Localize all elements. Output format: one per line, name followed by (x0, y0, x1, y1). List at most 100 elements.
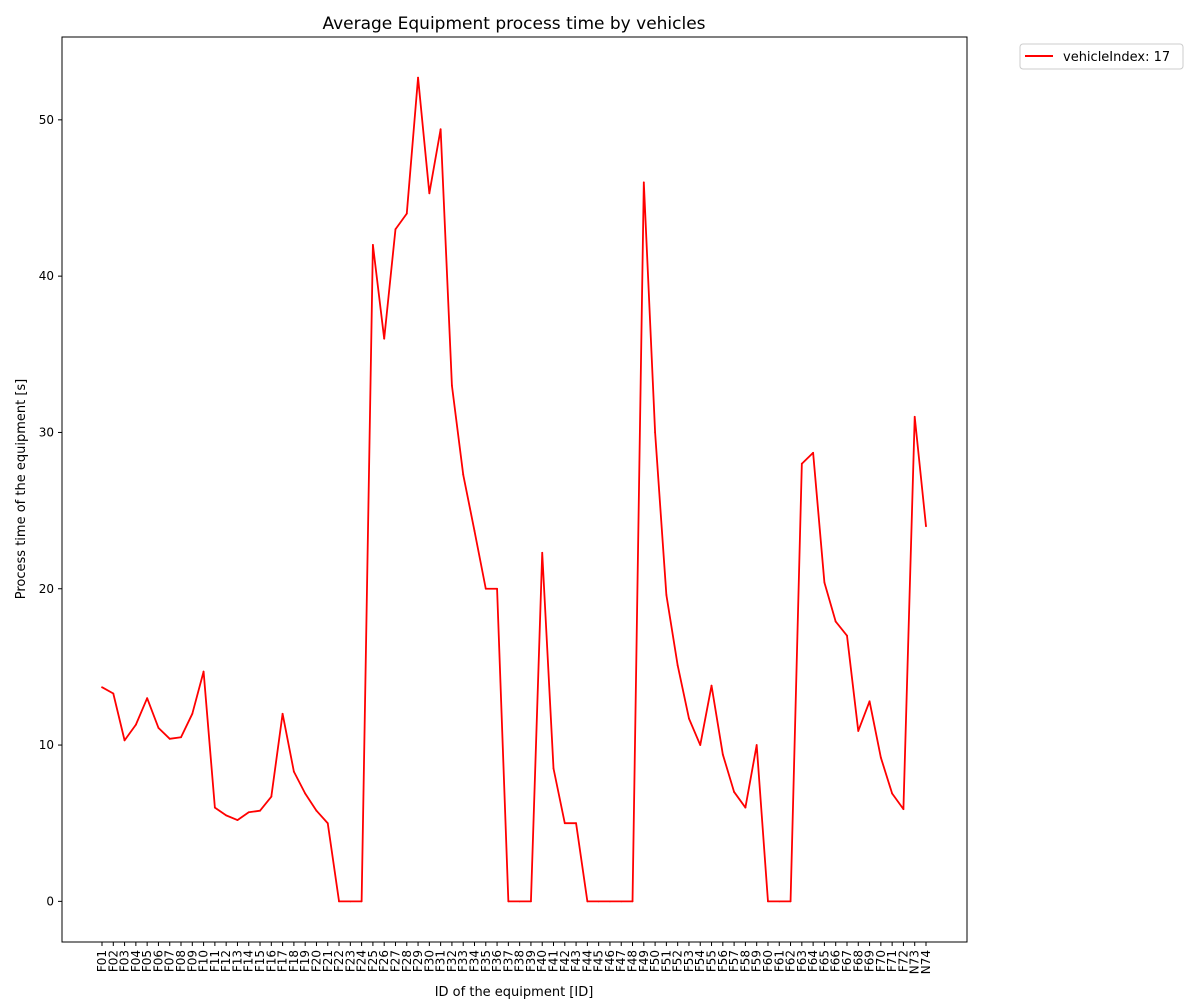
x-axis-label: ID of the equipment [ID] (435, 985, 594, 1000)
data-point (586, 900, 589, 903)
x-tick-label: F10 (197, 950, 211, 972)
x-tick-label: F01 (95, 950, 109, 972)
data-point (846, 634, 848, 637)
data-point (484, 587, 487, 590)
data-point (496, 587, 498, 590)
data-point (812, 451, 815, 454)
x-tick-label: F13 (230, 950, 244, 972)
data-point (292, 770, 295, 773)
data-point (417, 76, 419, 79)
x-tick-label: F32 (445, 950, 459, 972)
legend: vehicleIndex: 17 (1019, 43, 1184, 70)
x-tick-label: F44 (580, 950, 594, 972)
data-point (338, 900, 340, 903)
data-point (710, 684, 713, 687)
x-tick-label: F42 (558, 950, 572, 972)
x-tick-label: F67 (840, 950, 854, 972)
x-tick-label: F61 (772, 950, 786, 972)
data-point (236, 819, 239, 821)
y-tick-label: 20 (39, 582, 54, 596)
x-tick-label: F18 (287, 950, 301, 972)
data-point (597, 900, 600, 903)
x-tick-label: F14 (242, 950, 256, 972)
data-point (315, 809, 318, 812)
x-tick-label: F56 (716, 950, 730, 972)
x-tick-label: F64 (806, 950, 820, 972)
x-tick-label: F38 (513, 950, 527, 972)
data-point (518, 900, 521, 903)
legend-box (1019, 43, 1184, 70)
x-tick-label: F02 (106, 950, 120, 972)
data-point (326, 822, 329, 825)
x-tick-label: F37 (501, 950, 515, 972)
x-tick-label: F53 (682, 950, 696, 972)
data-point (180, 736, 182, 739)
x-tick-label: F26 (377, 950, 391, 972)
x-tick-label: F59 (750, 950, 764, 972)
x-tick-label: F05 (140, 950, 154, 972)
data-point (834, 620, 837, 623)
data-point (428, 192, 431, 195)
data-point (225, 814, 228, 817)
x-tick-label: F11 (208, 950, 222, 972)
data-point (168, 737, 171, 740)
data-point (642, 181, 645, 184)
x-tick-label: F40 (535, 950, 549, 972)
y-tick-label: 10 (39, 738, 54, 752)
x-tick-label: F24 (355, 950, 369, 972)
y-tick-label: 30 (39, 425, 54, 439)
data-point (541, 551, 544, 554)
data-point (868, 700, 871, 703)
x-tick-label: F62 (784, 950, 798, 972)
data-point (676, 664, 679, 667)
data-point (270, 795, 273, 798)
data-point (800, 462, 803, 465)
x-tick-label: F60 (761, 950, 775, 972)
x-tick-label: F33 (456, 950, 470, 972)
data-point (507, 900, 510, 903)
x-tick-label: F45 (592, 950, 606, 972)
x-tick-label: F29 (411, 950, 425, 972)
data-point (304, 792, 307, 795)
data-point (631, 900, 634, 903)
y-tick-label: 40 (39, 269, 54, 283)
x-tick-label: F46 (603, 950, 617, 972)
data-point (383, 337, 386, 340)
data-point (891, 792, 894, 795)
x-tick-label: F34 (467, 950, 481, 972)
x-tick-label: F23 (343, 950, 357, 972)
x-tick-label: F08 (174, 950, 188, 972)
chart-title: Average Equipment process time by vehicl… (322, 14, 705, 34)
x-tick-label: F68 (851, 950, 865, 972)
x-tick-label: F09 (185, 950, 199, 972)
x-tick-label: F51 (659, 950, 673, 972)
data-point (913, 415, 916, 418)
y-axis: 0 10 20 30 40 50 (39, 113, 62, 908)
data-point (451, 384, 453, 387)
data-point (134, 723, 137, 726)
data-point (879, 756, 882, 759)
data-point (213, 806, 216, 809)
data-point (146, 697, 149, 700)
x-tick-label: F72 (896, 950, 910, 972)
data-point (925, 525, 927, 528)
data-point (789, 900, 792, 903)
x-tick-label: F52 (671, 950, 685, 972)
data-point (530, 900, 532, 903)
x-tick-label: F06 (151, 950, 165, 972)
y-tick-label: 0 (46, 894, 54, 908)
x-tick-label: N74 (919, 950, 933, 974)
x-tick-label: F36 (490, 950, 504, 972)
plot-area (61, 36, 968, 943)
data-point (733, 791, 736, 793)
series-line (101, 76, 927, 903)
x-tick-label: F43 (569, 950, 583, 972)
x-tick-label: F55 (705, 950, 719, 972)
x-tick-label: N73 (908, 950, 922, 974)
x-tick-label: F17 (276, 950, 290, 972)
data-point (552, 767, 555, 770)
x-tick-label: F19 (298, 950, 312, 972)
x-tick-label: F21 (321, 950, 335, 972)
x-tick-label: F65 (817, 950, 831, 972)
